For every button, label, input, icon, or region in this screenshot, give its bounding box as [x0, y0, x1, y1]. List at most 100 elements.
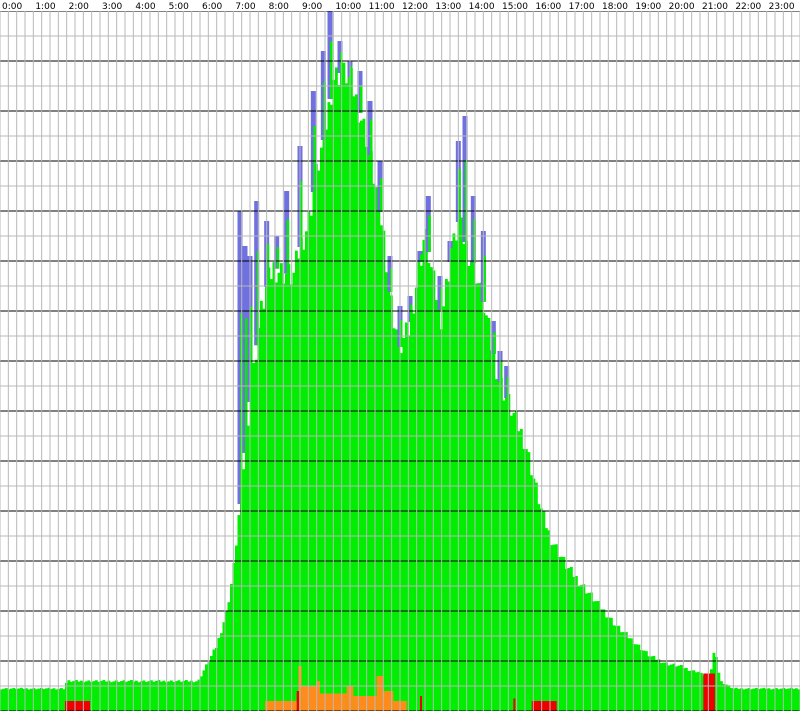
green-bar — [262, 308, 266, 711]
x-tick-label: 13:00 — [435, 2, 461, 12]
orange-bar — [265, 701, 297, 711]
green-spike — [380, 178, 383, 212]
green-bar — [435, 300, 438, 711]
green-bar — [600, 609, 603, 711]
green-bar — [272, 262, 276, 711]
green-bar — [47, 687, 51, 711]
green-bar — [127, 680, 131, 711]
green-bar — [512, 412, 516, 711]
green-bar — [527, 452, 531, 711]
red-bar — [296, 691, 299, 711]
green-bar — [302, 249, 306, 711]
green-bar — [682, 668, 686, 711]
green-bar — [67, 680, 71, 711]
green-spike — [450, 248, 453, 262]
green-bar — [617, 625, 621, 711]
green-bar — [142, 680, 146, 711]
green-bar — [325, 129, 328, 711]
green-bar — [412, 313, 416, 711]
green-bar — [132, 681, 136, 711]
green-bar — [172, 681, 176, 711]
green-bar — [95, 680, 98, 711]
green-bar — [130, 680, 133, 711]
green-bar — [167, 681, 171, 711]
tick-label-band — [0, 0, 800, 11]
green-bar — [300, 238, 303, 711]
green-bar — [622, 632, 626, 711]
green-bar — [62, 689, 66, 711]
green-bar — [305, 231, 308, 711]
green-bar — [405, 322, 408, 711]
green-bar — [445, 278, 448, 711]
green-bar — [175, 681, 178, 711]
green-bar — [347, 73, 351, 711]
green-bar — [80, 680, 83, 711]
green-bar — [630, 638, 633, 711]
green-bar — [775, 688, 778, 711]
green-bar — [797, 689, 800, 711]
x-tick-label: 12:00 — [402, 2, 428, 12]
green-bar — [595, 601, 598, 711]
green-bar — [692, 670, 696, 711]
green-bar — [137, 682, 141, 711]
green-bar — [695, 672, 698, 711]
green-bar — [152, 681, 156, 711]
green-bar — [155, 680, 158, 711]
green-bar — [675, 666, 678, 711]
green-bar — [295, 250, 298, 711]
green-bar — [780, 688, 783, 711]
green-bar — [20, 687, 23, 711]
green-bar — [767, 688, 771, 711]
green-bar — [450, 256, 453, 711]
green-spike — [410, 304, 413, 322]
green-bar — [335, 67, 338, 711]
green-bar — [395, 329, 398, 711]
green-bar — [632, 644, 636, 711]
green-bar — [550, 545, 553, 711]
green-bar — [592, 601, 596, 711]
green-bar — [375, 187, 378, 711]
green-bar — [670, 664, 673, 711]
orange-bar — [383, 691, 394, 711]
green-bar — [697, 671, 701, 711]
green-bar — [727, 685, 731, 711]
green-bar — [455, 240, 458, 711]
green-bar — [652, 655, 656, 711]
green-bar — [447, 281, 451, 711]
green-bar — [492, 350, 496, 711]
green-bar — [792, 688, 796, 711]
green-bar — [297, 258, 301, 711]
green-spike — [250, 306, 253, 402]
green-bar — [72, 680, 76, 711]
green-bar — [642, 650, 646, 711]
green-bar — [745, 688, 748, 711]
green-bar — [232, 563, 236, 711]
green-spike — [420, 254, 423, 262]
orange-bar — [376, 676, 384, 711]
green-bar — [227, 602, 231, 711]
green-bar — [282, 283, 286, 711]
green-spike — [400, 320, 403, 347]
green-bar — [760, 688, 763, 711]
green-bar — [182, 680, 186, 711]
green-bar — [680, 665, 683, 711]
green-bar — [770, 689, 773, 711]
green-bar — [220, 633, 223, 711]
green-bar — [37, 688, 41, 711]
green-bar — [120, 681, 123, 711]
x-tick-label: 10:00 — [335, 2, 361, 12]
green-bar — [510, 415, 513, 711]
green-spike — [276, 247, 280, 269]
green-bar — [482, 312, 486, 711]
x-tick-label: 17:00 — [569, 2, 595, 12]
green-bar — [60, 688, 63, 711]
green-bar — [625, 632, 628, 711]
x-tick-label: 19:00 — [635, 2, 661, 12]
green-bar — [380, 225, 383, 711]
green-bar — [242, 469, 246, 711]
green-bar — [552, 544, 556, 711]
green-bar — [422, 239, 426, 711]
green-bar — [285, 273, 288, 711]
